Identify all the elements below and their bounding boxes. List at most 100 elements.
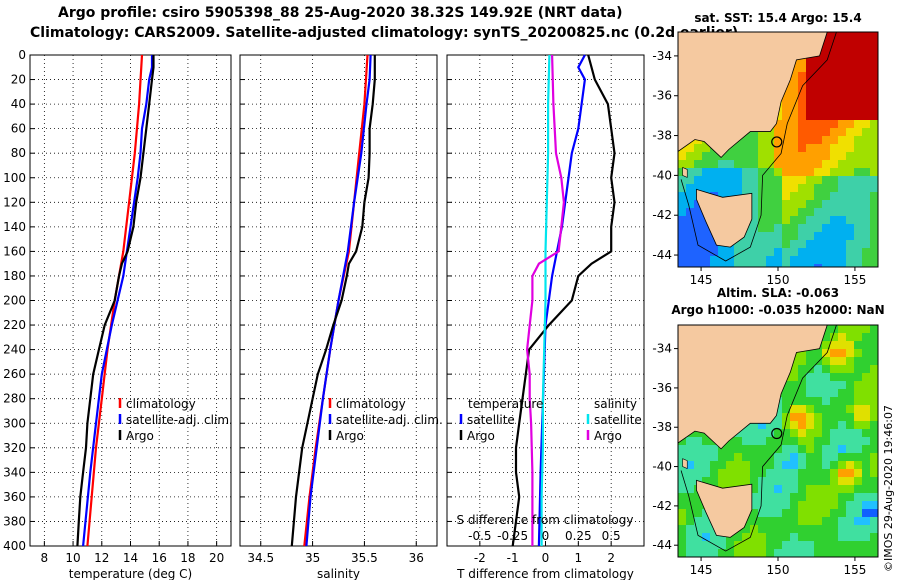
- map-cell: [806, 461, 814, 469]
- map-cell: [854, 264, 862, 267]
- map-cell: [790, 501, 798, 509]
- map-cell: [774, 152, 782, 160]
- map-cell: [694, 453, 702, 461]
- map-cell: [870, 405, 878, 413]
- map-cell: [790, 248, 798, 256]
- map-cell: [790, 525, 798, 533]
- map-cell: [846, 64, 854, 72]
- land-mainland: [677, 324, 828, 450]
- temp-legend-label: climatology: [126, 397, 196, 411]
- map-cell: [798, 152, 806, 160]
- map-cell: [870, 208, 878, 216]
- map-cell: [854, 96, 862, 104]
- map-cell: [838, 240, 846, 248]
- map-cell: [830, 112, 838, 120]
- map-cell: [678, 152, 686, 160]
- sal-legend-label: climatology: [336, 397, 406, 411]
- diff-top-tick-label: 0.25: [565, 529, 592, 543]
- map-cell: [854, 208, 862, 216]
- map-cell: [790, 365, 798, 373]
- map-cell: [846, 168, 854, 176]
- ytick-label: 260: [3, 367, 26, 381]
- map-cell: [830, 144, 838, 152]
- map-cell: [798, 144, 806, 152]
- map-cell: [814, 437, 822, 445]
- map-cell: [846, 445, 854, 453]
- map-cell: [766, 549, 774, 557]
- map-cell: [734, 240, 742, 248]
- map-cell: [718, 477, 726, 485]
- map-cell: [846, 240, 854, 248]
- map-cell: [862, 200, 870, 208]
- map-cell: [822, 493, 830, 501]
- map-cell: [830, 461, 838, 469]
- map-cell: [854, 485, 862, 493]
- map-cell: [710, 469, 718, 477]
- map-cell: [862, 485, 870, 493]
- map-cell: [686, 541, 694, 549]
- map-cell: [822, 333, 830, 341]
- map-cell: [838, 389, 846, 397]
- map-cell: [806, 453, 814, 461]
- xtick-label: 2: [607, 551, 615, 565]
- map-cell: [862, 333, 870, 341]
- map-cell: [846, 405, 854, 413]
- map-cell: [750, 453, 758, 461]
- map-cell: [822, 152, 830, 160]
- map-cell: [702, 453, 710, 461]
- map-cell: [846, 200, 854, 208]
- map-cell: [838, 56, 846, 64]
- land-king-island: [682, 166, 688, 178]
- map-cell: [806, 80, 814, 88]
- map-cell: [854, 184, 862, 192]
- map-cell: [750, 525, 758, 533]
- map-cell: [870, 349, 878, 357]
- map-cell: [798, 80, 806, 88]
- map-cell: [846, 341, 854, 349]
- map-cell: [782, 184, 790, 192]
- map-cell: [830, 192, 838, 200]
- map-cell: [678, 184, 686, 192]
- map-cell: [790, 120, 798, 128]
- map-cell: [838, 88, 846, 96]
- map-cell: [870, 453, 878, 461]
- xtick-label: 1: [575, 551, 583, 565]
- map-cell: [862, 152, 870, 160]
- map-cell: [838, 509, 846, 517]
- map-cell: [862, 32, 870, 40]
- map-cell: [814, 469, 822, 477]
- map-cell: [846, 429, 854, 437]
- map-cell: [838, 160, 846, 168]
- map-cell: [870, 224, 878, 232]
- map-cell: [678, 256, 686, 264]
- diff-temp-legend-label: satellite: [467, 413, 515, 427]
- map-cell: [806, 176, 814, 184]
- map-cell: [854, 72, 862, 80]
- ytick-label: 20: [11, 73, 26, 87]
- map-cell: [846, 216, 854, 224]
- map-cell: [750, 136, 758, 144]
- map-cell: [830, 501, 838, 509]
- map-cell: [798, 405, 806, 413]
- map-cell: [782, 120, 790, 128]
- map-cell: [678, 232, 686, 240]
- map-cell: [774, 493, 782, 501]
- map-cell: [814, 144, 822, 152]
- map-cell: [694, 501, 702, 509]
- map-cell: [862, 341, 870, 349]
- map-cell: [758, 525, 766, 533]
- map-cell: [790, 112, 798, 120]
- map-cell: [806, 96, 814, 104]
- map-cell: [710, 264, 718, 267]
- map-cell: [782, 445, 790, 453]
- map-cell: [702, 168, 710, 176]
- map-cell: [838, 485, 846, 493]
- map-cell: [862, 216, 870, 224]
- map-cell: [694, 200, 702, 208]
- map-cell: [758, 128, 766, 136]
- map-cell: [734, 437, 742, 445]
- map-cell: [822, 128, 830, 136]
- map-cell: [806, 437, 814, 445]
- map-cell: [854, 216, 862, 224]
- map-cell: [742, 168, 750, 176]
